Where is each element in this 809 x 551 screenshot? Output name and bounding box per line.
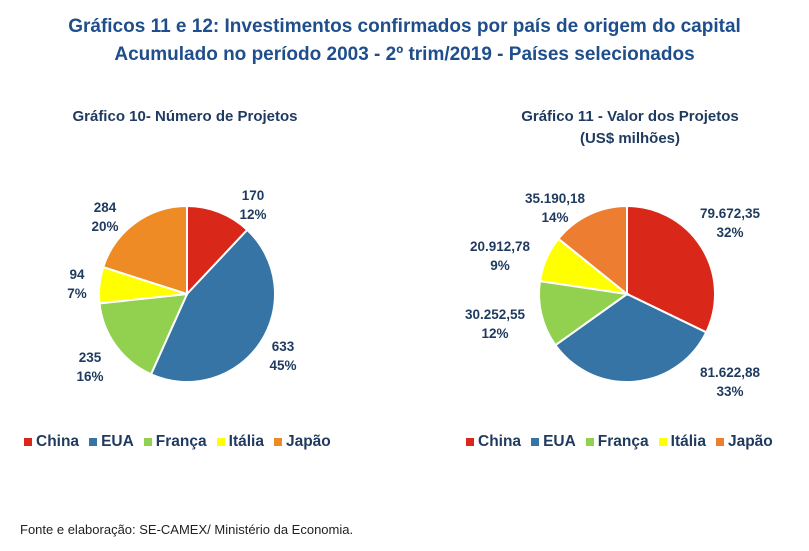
source-footer: Fonte e elaboração: SE-CAMEX/ Ministério… [20,522,354,537]
chart2-legend-item-china: China [466,433,521,451]
chart2-subtitle: (US$ milhões) [579,130,681,147]
chart1-legend-item-frança: França [143,433,207,451]
chart1-slice-frança [98,292,189,376]
chart1-legend: China EUA França Itália Japão [24,433,331,451]
legend-swatch-icon [715,438,724,446]
chart1-slice-china [186,204,249,297]
chart2-slice-japão [557,204,628,297]
chart1-label-eua: 633 45% [269,339,297,373]
chart2-slice-eua [553,292,708,383]
legend-label: Japão [285,433,331,450]
chart2-slice-china [626,204,716,334]
chart2-legend-item-eua: EUA [531,433,576,451]
legend-swatch-icon [24,438,32,446]
legend-swatch-icon [531,438,540,446]
legend-swatch-icon [89,438,98,446]
legend-label: EUA [101,433,134,450]
legend-label: França [155,433,207,450]
chart2-title: Gráfico 11 - Valor dos Projetos [521,108,739,125]
chart2-label-italia: 20.912,78 9% [469,239,531,273]
chart2-legend-item-itália: Itália [658,433,706,451]
legend-label: EUA [543,433,576,450]
chart1-legend-item-china: China [24,433,79,451]
chart1-legend-item-itália: Itália [216,433,264,451]
legend-label: Itália [228,433,264,450]
legend-swatch-icon [143,438,152,446]
chart2-label-eua: 81.622,88 33% [699,365,761,399]
legend-swatch-icon [658,438,667,446]
legend-label: China [36,433,80,450]
chart1-label-italia: 94 7% [67,267,87,301]
chart2-legend-item-japão: Japão [715,433,773,451]
chart1-label-franca: 235 16% [76,350,104,384]
main-title-line1: Gráficos 11 e 12: Investimentos confirma… [68,16,741,37]
chart1-legend-item-eua: EUA [89,433,134,451]
legend-label: Japão [727,433,773,450]
chart2-legend-item-frança: França [585,433,649,451]
chart2-label-china: 79.672,35 32% [699,206,761,240]
chart1-title: Gráfico 10- Número de Projetos [72,108,298,125]
legend-swatch-icon [466,438,474,446]
chart1-legend-item-japão: Japão [273,433,331,451]
legend-label: China [478,433,522,450]
chart1-slice-eua [149,228,276,383]
chart2-slice-frança [538,279,630,347]
chart1-slice-japão [101,204,188,296]
legend-swatch-icon [585,438,594,446]
legend-swatch-icon [273,438,282,446]
main-title-line2: Acumulado no período 2003 - 2º trim/2019… [114,44,695,65]
legend-swatch-icon [216,438,225,446]
legend-label: Itália [670,433,706,450]
legend-label: França [597,433,649,450]
chart2-label-franca: 30.252,55 12% [464,307,526,341]
chart1-label-china: 170 12% [239,188,267,222]
chart2-label-japao: 35.190,18 14% [524,191,586,225]
chart2-legend: China EUA França Itália Japão [466,433,773,451]
chart1-label-japao: 284 20% [91,200,119,234]
